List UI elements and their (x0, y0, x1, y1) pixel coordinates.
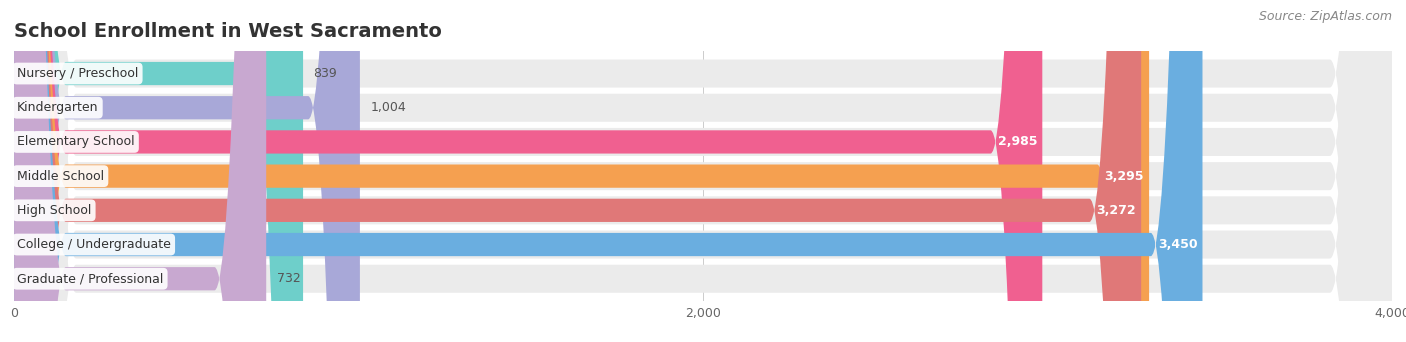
Text: 3,450: 3,450 (1157, 238, 1198, 251)
FancyBboxPatch shape (14, 0, 1142, 342)
Text: 839: 839 (314, 67, 337, 80)
Text: School Enrollment in West Sacramento: School Enrollment in West Sacramento (14, 23, 441, 41)
FancyBboxPatch shape (14, 0, 1392, 342)
FancyBboxPatch shape (14, 0, 360, 342)
Text: 2,985: 2,985 (998, 135, 1038, 148)
Text: 1,004: 1,004 (370, 101, 406, 114)
FancyBboxPatch shape (14, 0, 1392, 342)
Text: College / Undergraduate: College / Undergraduate (17, 238, 170, 251)
Text: 732: 732 (277, 272, 301, 285)
Text: Nursery / Preschool: Nursery / Preschool (17, 67, 138, 80)
Text: 3,272: 3,272 (1097, 204, 1136, 217)
FancyBboxPatch shape (14, 0, 1042, 342)
Text: Kindergarten: Kindergarten (17, 101, 98, 114)
Text: Elementary School: Elementary School (17, 135, 135, 148)
FancyBboxPatch shape (14, 0, 1149, 342)
Text: Middle School: Middle School (17, 170, 104, 183)
FancyBboxPatch shape (14, 0, 1392, 342)
FancyBboxPatch shape (14, 0, 1392, 342)
Text: 3,295: 3,295 (1105, 170, 1144, 183)
FancyBboxPatch shape (14, 0, 1392, 342)
FancyBboxPatch shape (14, 0, 1392, 342)
FancyBboxPatch shape (14, 0, 1202, 342)
Text: Source: ZipAtlas.com: Source: ZipAtlas.com (1258, 10, 1392, 23)
FancyBboxPatch shape (14, 0, 1392, 342)
Text: High School: High School (17, 204, 91, 217)
FancyBboxPatch shape (14, 0, 266, 342)
FancyBboxPatch shape (14, 0, 304, 342)
Text: Graduate / Professional: Graduate / Professional (17, 272, 163, 285)
